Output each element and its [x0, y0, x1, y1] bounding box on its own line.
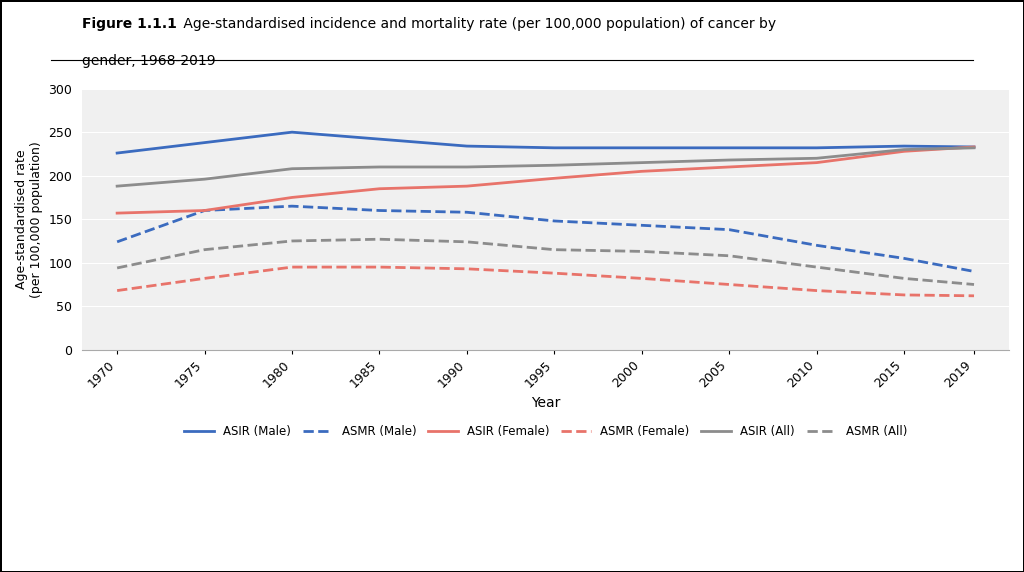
ASIR (Female): [286, 194, 298, 201]
ASMR (Male): [199, 207, 211, 214]
ASIR (Female): [199, 207, 211, 214]
ASIR (Male): [723, 144, 735, 151]
ASMR (Male): [374, 207, 386, 214]
ASIR (Male): [286, 129, 298, 136]
ASMR (Male): [810, 242, 822, 249]
ASIR (Female): [723, 164, 735, 170]
ASMR (All): [898, 275, 910, 282]
ASMR (Female): [461, 265, 473, 272]
ASMR (All): [461, 239, 473, 245]
ASIR (All): [461, 164, 473, 170]
ASIR (Male): [548, 144, 560, 151]
ASMR (Female): [548, 270, 560, 277]
Text: gender, 1968-2019: gender, 1968-2019: [82, 54, 215, 68]
ASIR (All): [374, 164, 386, 170]
ASMR (Female): [723, 281, 735, 288]
ASMR (Female): [374, 264, 386, 271]
ASIR (Male): [111, 150, 123, 157]
ASMR (All): [286, 237, 298, 244]
ASIR (Male): [810, 144, 822, 151]
ASMR (Female): [636, 275, 648, 282]
ASIR (Female): [968, 144, 980, 150]
ASIR (All): [286, 165, 298, 172]
ASIR (Male): [199, 139, 211, 146]
ASIR (All): [548, 162, 560, 169]
Line: ASIR (All): ASIR (All): [117, 148, 974, 186]
ASIR (Female): [636, 168, 648, 175]
ASMR (Male): [286, 202, 298, 209]
Line: ASIR (Female): ASIR (Female): [117, 147, 974, 213]
ASMR (All): [374, 236, 386, 243]
ASIR (All): [111, 182, 123, 189]
ASMR (Male): [461, 209, 473, 216]
ASIR (Male): [898, 142, 910, 149]
ASMR (Female): [968, 292, 980, 299]
ASIR (Male): [968, 144, 980, 150]
ASMR (Female): [898, 292, 910, 299]
ASMR (Male): [548, 217, 560, 224]
ASMR (Male): [968, 268, 980, 275]
ASMR (Male): [723, 226, 735, 233]
ASMR (All): [636, 248, 648, 255]
Y-axis label: Age-standardised rate
(per 100,000 population): Age-standardised rate (per 100,000 popul…: [15, 141, 43, 297]
ASMR (All): [548, 246, 560, 253]
ASIR (Male): [636, 144, 648, 151]
ASMR (All): [199, 246, 211, 253]
ASMR (Female): [286, 264, 298, 271]
ASMR (Female): [111, 287, 123, 294]
X-axis label: Year: Year: [530, 396, 560, 410]
ASMR (Male): [636, 222, 648, 229]
ASMR (All): [723, 252, 735, 259]
ASIR (Male): [374, 136, 386, 142]
ASIR (Male): [461, 142, 473, 149]
ASMR (All): [810, 264, 822, 271]
ASIR (All): [723, 157, 735, 164]
ASIR (All): [636, 159, 648, 166]
ASIR (Female): [374, 185, 386, 192]
ASIR (All): [968, 144, 980, 151]
ASMR (Female): [199, 275, 211, 282]
Line: ASIR (Male): ASIR (Male): [117, 132, 974, 153]
ASMR (Female): [810, 287, 822, 294]
ASIR (Female): [548, 175, 560, 182]
Legend: ASIR (Male), ASMR (Male), ASIR (Female), ASMR (Female), ASIR (All), ASMR (All): ASIR (Male), ASMR (Male), ASIR (Female),…: [179, 420, 911, 443]
ASMR (All): [968, 281, 980, 288]
ASMR (All): [111, 264, 123, 271]
ASIR (Female): [898, 148, 910, 155]
Text: Figure 1.1.1: Figure 1.1.1: [82, 17, 177, 31]
ASIR (All): [810, 155, 822, 162]
Line: ASMR (Male): ASMR (Male): [117, 206, 974, 272]
Line: ASMR (Female): ASMR (Female): [117, 267, 974, 296]
ASMR (Male): [898, 255, 910, 262]
Line: ASMR (All): ASMR (All): [117, 239, 974, 284]
ASIR (Female): [461, 182, 473, 189]
ASIR (Female): [111, 210, 123, 217]
ASIR (All): [898, 146, 910, 153]
ASIR (All): [199, 176, 211, 182]
ASMR (Male): [111, 239, 123, 245]
Text: Age-standardised incidence and mortality rate (per 100,000 population) of cancer: Age-standardised incidence and mortality…: [179, 17, 776, 31]
ASIR (Female): [810, 159, 822, 166]
